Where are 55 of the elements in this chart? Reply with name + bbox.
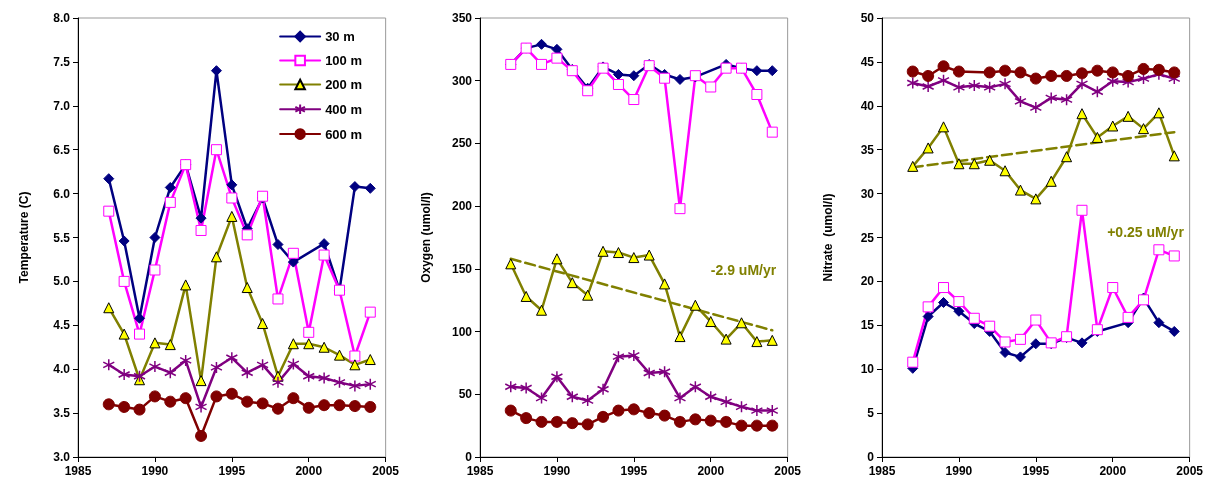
- y-tick-label: 50: [860, 11, 875, 25]
- x-tick-label: 1990: [141, 464, 169, 478]
- legend-label: 100 m: [325, 53, 363, 68]
- x-tick-label: 2005: [1176, 464, 1204, 478]
- y-tick-label: 300: [451, 73, 473, 88]
- x-tick-label: 1990: [543, 464, 571, 478]
- y-tick-label: 35: [860, 142, 875, 157]
- y-tick-label: 20: [860, 274, 875, 289]
- y-tick-label: 250: [451, 136, 473, 151]
- y-tick-label: 7.0: [53, 98, 71, 113]
- x-tick-label: 1985: [64, 464, 92, 478]
- legend-label: 600 m: [325, 126, 363, 142]
- x-tick-label: 2000: [295, 464, 323, 478]
- x-tick-label: 1995: [1022, 464, 1050, 478]
- y-axis-title: Temperature (C): [17, 191, 31, 284]
- y-tick-label: 0: [867, 450, 875, 464]
- annotation: +0.25 uM/yr: [1107, 224, 1185, 241]
- y-tick-label: 0: [465, 450, 473, 464]
- y-tick-label: 5.5: [53, 230, 71, 245]
- y-tick-label: 350: [451, 11, 473, 25]
- y-tick-label: 6.5: [53, 142, 71, 157]
- y-tick-label: 150: [451, 261, 473, 276]
- x-tick-label: 2000: [697, 464, 725, 478]
- y-tick-label: 5: [867, 406, 875, 421]
- x-tick-label: 1990: [945, 464, 973, 478]
- x-tick-label: 1985: [466, 464, 494, 478]
- legend-label: 400 m: [325, 101, 363, 117]
- y-axis-title: Nitrate (umol/l): [821, 193, 835, 282]
- x-tick-label: 1995: [620, 464, 648, 478]
- y-tick-label: 40: [860, 98, 875, 113]
- y-tick-label: 5.0: [53, 274, 71, 289]
- y-tick-label: 15: [860, 318, 875, 333]
- y-tick-label: 8.0: [53, 11, 71, 25]
- y-tick-label: 45: [860, 54, 875, 69]
- y-tick-label: 6.0: [53, 186, 71, 201]
- legend-label: 200 m: [325, 77, 363, 92]
- annotation: -2.9 uM/yr: [710, 262, 777, 279]
- y-tick-label: 10: [860, 362, 875, 377]
- y-tick-label: 4.5: [53, 318, 71, 333]
- y-axis-title: Oxygen (umol/l): [419, 192, 433, 283]
- x-tick-label: 2005: [774, 464, 802, 478]
- y-tick-label: 7.5: [53, 54, 71, 69]
- x-tick-label: 1985: [868, 464, 896, 478]
- y-tick-label: 3.5: [53, 406, 71, 421]
- y-tick-label: 200: [451, 199, 473, 214]
- y-tick-label: 100: [451, 324, 473, 339]
- y-tick-label: 25: [860, 230, 875, 245]
- x-tick-label: 2005: [372, 464, 400, 478]
- legend-label: 30 m: [325, 29, 355, 44]
- y-tick-label: 50: [458, 387, 473, 402]
- y-tick-label: 30: [860, 186, 875, 201]
- x-tick-label: 2000: [1099, 464, 1127, 478]
- x-tick-label: 1995: [218, 464, 246, 478]
- y-tick-label: 4.0: [53, 362, 71, 377]
- y-tick-label: 3.0: [53, 450, 71, 464]
